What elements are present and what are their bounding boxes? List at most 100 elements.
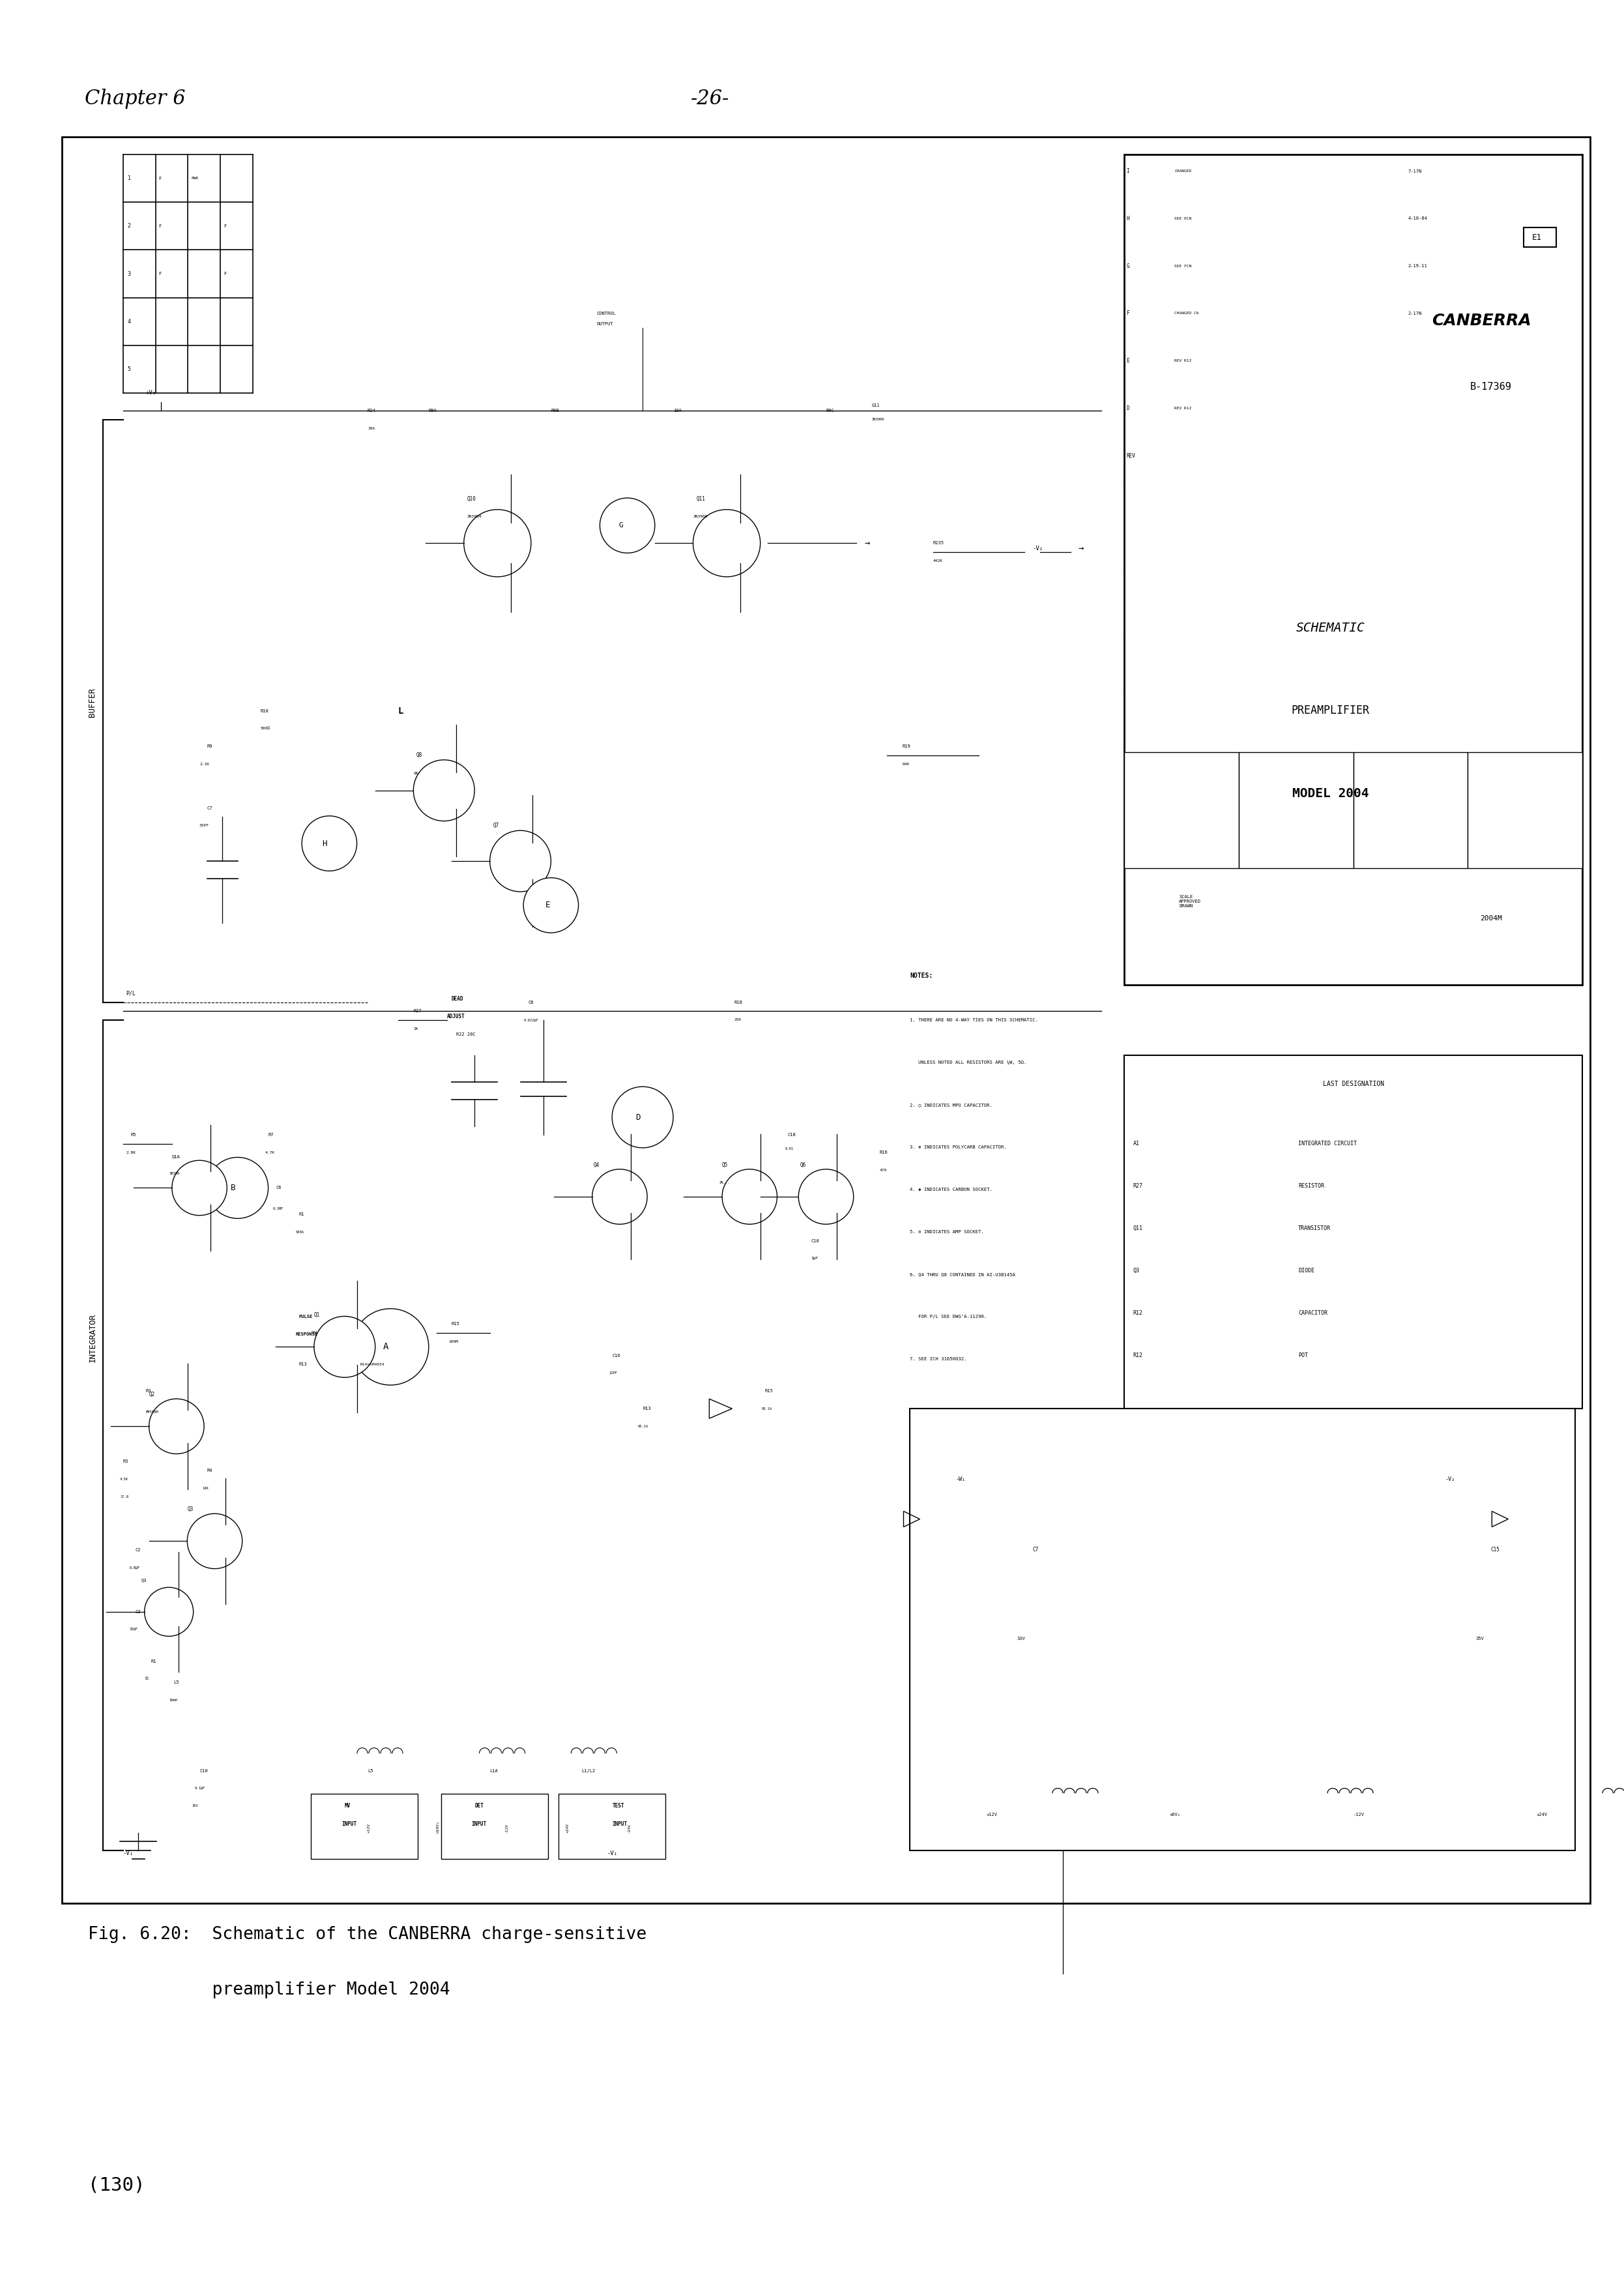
Text: R13: R13 <box>299 1363 307 1366</box>
Text: MODEL 2004: MODEL 2004 <box>1293 787 1369 801</box>
Text: R18: R18 <box>734 1001 742 1005</box>
Text: R12: R12 <box>1134 1352 1143 1359</box>
Ellipse shape <box>599 498 654 553</box>
Ellipse shape <box>208 1157 268 1219</box>
Text: →: → <box>864 539 870 549</box>
Text: 500A: 500A <box>296 1230 304 1235</box>
Text: G11: G11 <box>872 404 880 406</box>
Ellipse shape <box>523 877 578 932</box>
Text: 470: 470 <box>880 1168 887 1173</box>
Text: C15: C15 <box>1491 1547 1501 1554</box>
Text: INPUT: INPUT <box>341 1820 357 1827</box>
Text: U10V₂: U10V₂ <box>437 1820 440 1834</box>
Text: E: E <box>1127 358 1129 365</box>
Ellipse shape <box>352 1308 429 1386</box>
Text: F: F <box>1127 310 1129 317</box>
Text: -V₂: -V₂ <box>1445 1476 1455 1483</box>
Text: +6V₂: +6V₂ <box>1169 1813 1181 1818</box>
Text: 14K: 14K <box>203 1487 209 1489</box>
Text: I: I <box>1127 168 1129 174</box>
Text: A1: A1 <box>1134 1141 1140 1148</box>
Text: Q5: Q5 <box>723 1161 728 1168</box>
Text: A: A <box>383 1343 388 1352</box>
Text: C3: C3 <box>135 1609 141 1613</box>
Text: R24: R24 <box>367 409 375 413</box>
Text: PULSE: PULSE <box>299 1315 313 1320</box>
Text: 33μF: 33μF <box>130 1627 138 1632</box>
Text: 64K: 64K <box>903 762 909 767</box>
Text: Q7: Q7 <box>492 824 499 828</box>
Text: REV R12: REV R12 <box>1174 360 1192 363</box>
Text: 2N3906: 2N3906 <box>693 514 708 519</box>
Bar <box>1124 1056 1582 1409</box>
Text: Q1: Q1 <box>313 1313 320 1317</box>
Text: Q1A: Q1A <box>172 1154 180 1159</box>
Text: +12V: +12V <box>986 1813 997 1818</box>
Ellipse shape <box>187 1515 242 1570</box>
Text: ADJUST: ADJUST <box>447 1014 464 1019</box>
Text: R7: R7 <box>268 1134 274 1136</box>
Text: 100M: 100M <box>448 1340 458 1343</box>
Text: D: D <box>635 1113 640 1122</box>
Text: Q4: Q4 <box>594 1161 599 1168</box>
Text: R9C: R9C <box>827 409 835 413</box>
Ellipse shape <box>145 1588 193 1636</box>
Text: INTEGRATOR: INTEGRATOR <box>88 1313 97 1363</box>
Text: C16: C16 <box>612 1354 620 1359</box>
Text: 6. Q4 THRU Q8 CONTAINED IN AI-U3B145A: 6. Q4 THRU Q8 CONTAINED IN AI-U3B145A <box>909 1271 1015 1276</box>
Bar <box>1124 753 1239 868</box>
Text: Q2: Q2 <box>149 1391 154 1398</box>
Text: CONTROL: CONTROL <box>596 312 615 314</box>
Text: 4.7K: 4.7K <box>265 1150 274 1154</box>
Text: C7: C7 <box>208 806 213 810</box>
Text: DET: DET <box>474 1804 484 1808</box>
Text: POT: POT <box>1298 1352 1307 1359</box>
Text: C10: C10 <box>810 1239 818 1244</box>
Text: C7: C7 <box>1033 1547 1038 1554</box>
Bar <box>1523 227 1556 248</box>
Ellipse shape <box>149 1400 205 1453</box>
Text: UNLESS NOTED ALL RESISTORS ARE ¼W, 5Ω.: UNLESS NOTED ALL RESISTORS ARE ¼W, 5Ω. <box>909 1060 1026 1065</box>
Text: R4: R4 <box>208 1469 213 1473</box>
Text: 1μF: 1μF <box>810 1258 818 1260</box>
Ellipse shape <box>612 1086 674 1148</box>
Ellipse shape <box>172 1161 227 1216</box>
Text: B-17369: B-17369 <box>1470 381 1512 392</box>
Text: F: F <box>159 177 161 181</box>
Text: P/L: P/L <box>127 991 136 996</box>
Text: 442K: 442K <box>932 560 944 562</box>
Bar <box>559 1795 666 1859</box>
Text: R3: R3 <box>123 1460 128 1464</box>
Bar <box>1468 753 1582 868</box>
Text: preamplifier Model 2004: preamplifier Model 2004 <box>88 1981 450 1999</box>
Text: 1. THERE ARE NO 4-WAY TIES ON THIS SCHEMATIC.: 1. THERE ARE NO 4-WAY TIES ON THIS SCHEM… <box>909 1019 1038 1021</box>
Text: 3. ⊗ INDICATES POLYCARB CAPACITOR.: 3. ⊗ INDICATES POLYCARB CAPACITOR. <box>909 1145 1007 1150</box>
Text: H: H <box>1127 216 1129 223</box>
Text: BUFFER: BUFFER <box>88 688 97 716</box>
Text: REV R12: REV R12 <box>1174 406 1192 411</box>
Text: R9B: R9B <box>551 409 559 413</box>
Text: C6: C6 <box>276 1187 281 1189</box>
Text: 7. SEE ICH 31650032.: 7. SEE ICH 31650032. <box>909 1356 966 1361</box>
Text: G: G <box>1127 264 1129 269</box>
Text: OUTPUT: OUTPUT <box>596 321 614 326</box>
Text: R19: R19 <box>903 744 911 748</box>
Bar <box>1353 753 1468 868</box>
Text: CHANGED: CHANGED <box>1174 170 1192 172</box>
Text: R13: R13 <box>643 1407 651 1411</box>
Text: R3: R3 <box>146 1388 151 1393</box>
Text: E1: E1 <box>1531 234 1541 241</box>
Text: 35V: 35V <box>192 1804 198 1808</box>
Ellipse shape <box>313 1317 375 1377</box>
Text: 0.1MF: 0.1MF <box>273 1207 284 1212</box>
Text: 7-17N: 7-17N <box>1408 170 1423 172</box>
Ellipse shape <box>414 760 474 822</box>
Text: 4. ◆ INDICATES CARBON SOCKET.: 4. ◆ INDICATES CARBON SOCKET. <box>909 1189 992 1191</box>
Text: L1/L2: L1/L2 <box>581 1769 596 1772</box>
Text: L5: L5 <box>367 1769 374 1772</box>
Text: RESPONSE: RESPONSE <box>296 1333 318 1336</box>
Text: 10mH: 10mH <box>169 1698 177 1703</box>
Text: 33PF: 33PF <box>200 824 209 828</box>
Text: R14=1M4034: R14=1M4034 <box>361 1363 385 1366</box>
Text: F: F <box>224 271 226 275</box>
